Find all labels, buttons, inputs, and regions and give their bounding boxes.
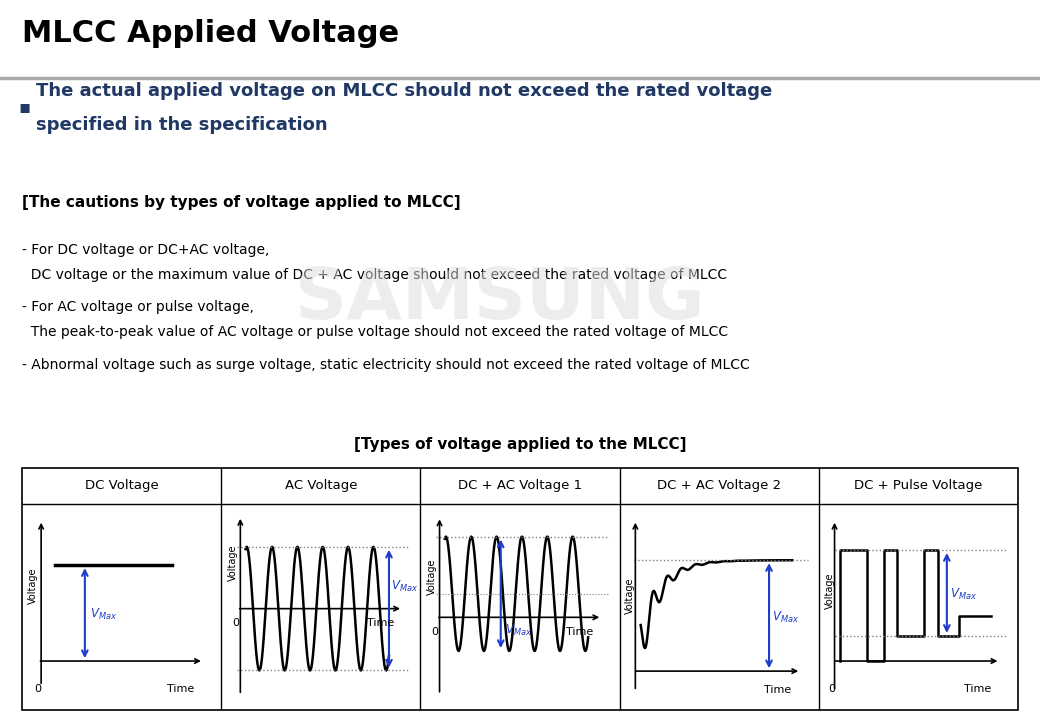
Text: Time: Time	[367, 618, 394, 628]
Text: DC + AC Voltage 2: DC + AC Voltage 2	[657, 480, 781, 492]
Text: [The cautions by types of voltage applied to MLCC]: [The cautions by types of voltage applie…	[22, 196, 461, 210]
Text: Voltage: Voltage	[28, 567, 38, 603]
Text: $V_{Max}$: $V_{Max}$	[90, 607, 118, 622]
Text: DC Voltage: DC Voltage	[84, 480, 158, 492]
Text: Time: Time	[566, 627, 593, 637]
Text: 0: 0	[233, 618, 239, 628]
Text: Voltage: Voltage	[825, 572, 834, 608]
Text: DC voltage or the maximum value of DC + AC voltage should not exceed the rated v: DC voltage or the maximum value of DC + …	[22, 268, 727, 282]
Text: MLCC Applied Voltage: MLCC Applied Voltage	[22, 19, 399, 48]
Text: The peak-to-peak value of AC voltage or pulse voltage should not exceed the rate: The peak-to-peak value of AC voltage or …	[22, 325, 728, 339]
Text: The actual applied voltage on MLCC should not exceed the rated voltage: The actual applied voltage on MLCC shoul…	[36, 82, 773, 100]
Text: DC + AC Voltage 1: DC + AC Voltage 1	[458, 480, 582, 492]
Text: Voltage: Voltage	[228, 544, 237, 580]
Text: Voltage: Voltage	[426, 559, 437, 595]
Text: 0: 0	[829, 684, 835, 694]
Text: - For AC voltage or pulse voltage,: - For AC voltage or pulse voltage,	[22, 300, 254, 314]
Text: ▪: ▪	[18, 98, 30, 116]
Text: DC + Pulse Voltage: DC + Pulse Voltage	[854, 480, 983, 492]
Text: SAMSUNG: SAMSUNG	[294, 266, 705, 335]
Text: 0: 0	[34, 684, 42, 694]
Text: AC Voltage: AC Voltage	[285, 480, 357, 492]
Text: Time: Time	[963, 684, 991, 694]
Text: 0: 0	[432, 627, 439, 637]
Text: - Abnormal voltage such as surge voltage, static electricity should not exceed t: - Abnormal voltage such as surge voltage…	[22, 358, 750, 372]
Text: [Types of voltage applied to the MLCC]: [Types of voltage applied to the MLCC]	[354, 436, 686, 451]
Text: $V_{Max}$: $V_{Max}$	[391, 579, 418, 594]
Text: $V_{Max}$: $V_{Max}$	[505, 623, 532, 638]
Text: - For DC voltage or DC+AC voltage,: - For DC voltage or DC+AC voltage,	[22, 243, 269, 257]
Text: Time: Time	[167, 684, 194, 694]
Text: $V_{Max}$: $V_{Max}$	[772, 610, 799, 625]
Text: specified in the specification: specified in the specification	[36, 116, 328, 134]
Text: Time: Time	[764, 685, 791, 696]
Text: $V_{Max}$: $V_{Max}$	[951, 587, 978, 602]
Text: Voltage: Voltage	[625, 577, 635, 613]
